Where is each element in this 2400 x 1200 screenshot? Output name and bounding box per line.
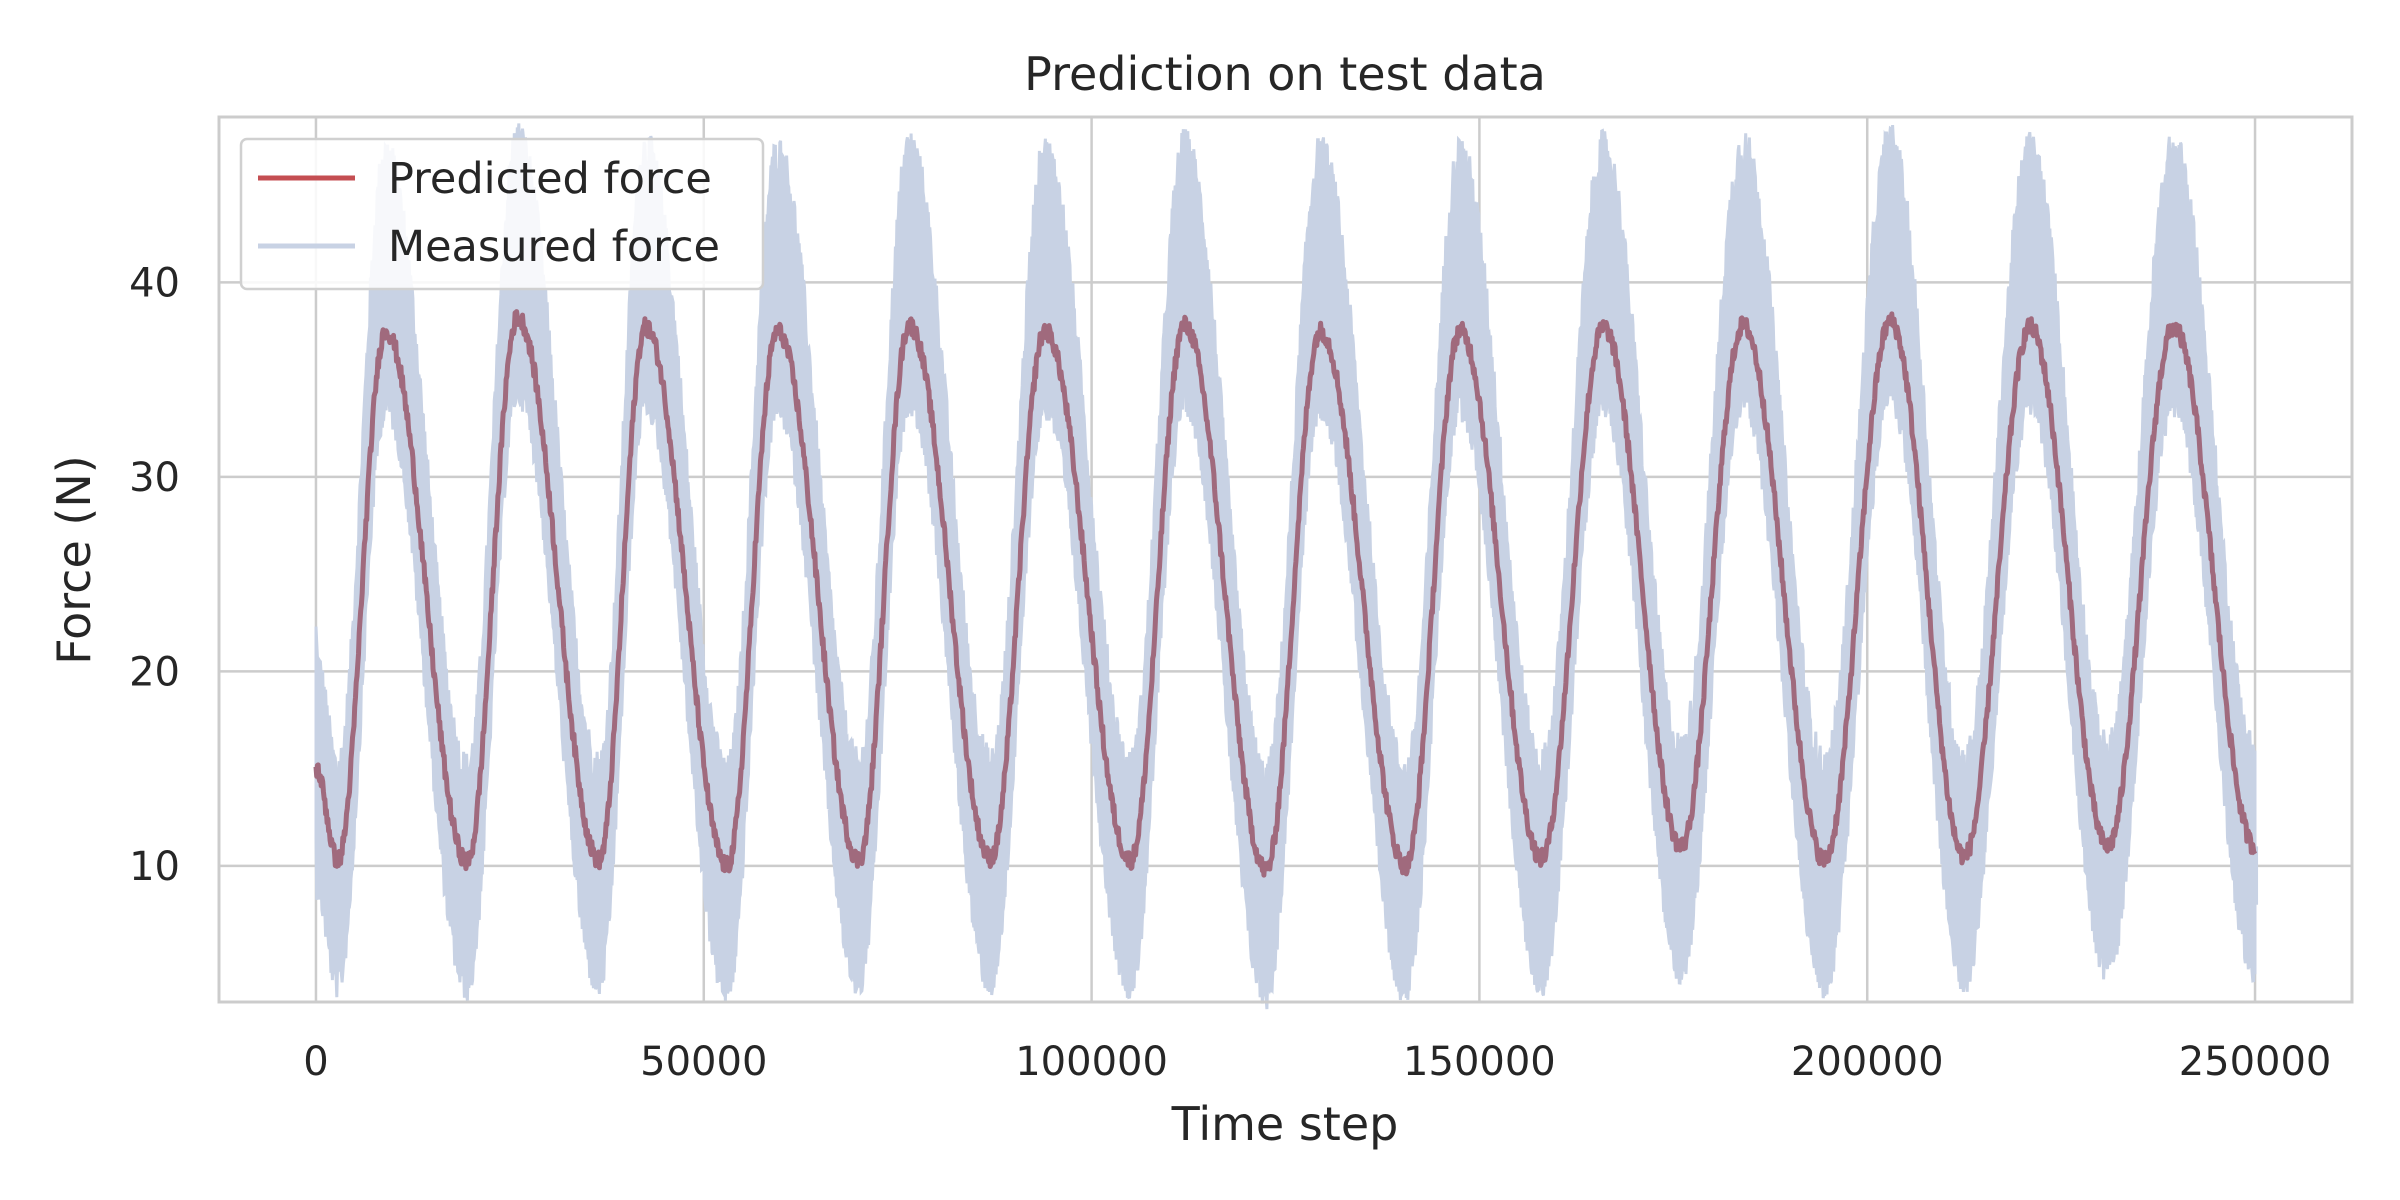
legend-label-measured: Measured force [388, 222, 720, 272]
series-predicted-force-line [313, 309, 2258, 878]
legend: Predicted force Measured force [239, 137, 765, 291]
y-tick-label: 20 [129, 649, 180, 695]
x-axis-label: Time step [1171, 1097, 1399, 1151]
legend-box [239, 137, 765, 291]
y-axis-label: Force (N) [47, 455, 101, 664]
x-tick-label: 250000 [2179, 1039, 2332, 1085]
y-tick-label: 40 [129, 260, 180, 306]
x-tick-label: 100000 [1015, 1039, 1168, 1085]
y-tick-label: 10 [129, 844, 180, 890]
x-tick-label: 150000 [1403, 1039, 1556, 1085]
y-tick-label: 30 [129, 455, 180, 501]
x-tick-label: 200000 [1791, 1039, 1944, 1085]
x-tick-label: 0 [303, 1039, 328, 1085]
legend-label-predicted: Predicted force [388, 154, 712, 204]
tick-labels: 0 50000 100000 150000 200000 250000 10 20 30 40 [129, 260, 2331, 1085]
x-tick-label: 50000 [640, 1039, 767, 1085]
plot-frame [217, 115, 2354, 1004]
chart-title: Prediction on test data [1024, 47, 1546, 101]
series-measured-force-band [314, 123, 2257, 1010]
